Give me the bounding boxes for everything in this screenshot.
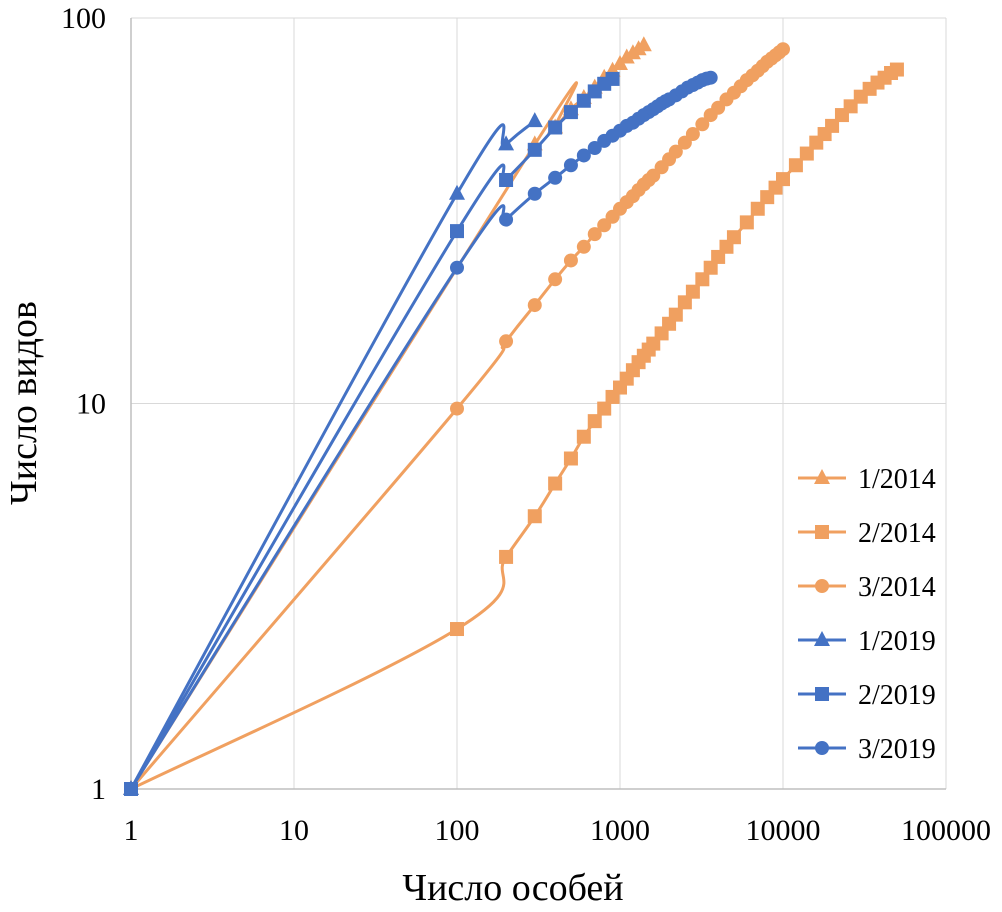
- series-3-2019: [124, 70, 718, 796]
- legend: 1/2014 2/2014 3/2014 1/2019 2/2019 3/2019: [798, 464, 936, 765]
- data-point: [825, 118, 840, 133]
- data-point: [563, 451, 578, 466]
- legend-item: 1/2019: [798, 626, 936, 657]
- data-point: [576, 148, 591, 163]
- series-2-2014: [124, 62, 904, 796]
- data-point: [527, 142, 542, 157]
- data-point: [548, 120, 563, 135]
- legend-item: 2/2019: [798, 680, 936, 711]
- legend-marker: [815, 525, 829, 539]
- legend-marker: [814, 631, 830, 646]
- x-tick-label: 100: [435, 814, 480, 847]
- series-line: [129, 76, 712, 790]
- data-point: [776, 42, 790, 57]
- data-point: [739, 215, 754, 230]
- legend-label: 3/2019: [858, 734, 936, 765]
- data-point: [703, 260, 718, 275]
- data-point: [668, 144, 683, 159]
- data-point: [527, 298, 542, 313]
- legend-item: 1/2014: [798, 464, 936, 495]
- y-tick-label: 1: [91, 773, 106, 806]
- series-1-2014: [123, 36, 652, 795]
- data-point: [750, 201, 765, 216]
- data-point: [685, 127, 700, 142]
- data-point: [527, 509, 542, 524]
- data-point: [499, 549, 514, 564]
- data-point: [450, 622, 464, 637]
- data-point: [726, 230, 741, 245]
- data-point: [527, 186, 542, 201]
- data-point: [889, 62, 904, 77]
- legend-marker: [815, 687, 829, 701]
- legend-marker: [815, 579, 829, 593]
- series-3-2014: [124, 42, 790, 796]
- x-tick-label: 1: [124, 814, 139, 847]
- data-point: [695, 272, 710, 287]
- data-point: [548, 170, 563, 185]
- y-tick-label: 100: [61, 2, 106, 35]
- data-point: [526, 112, 543, 128]
- data-point: [563, 158, 578, 173]
- data-point: [124, 782, 138, 796]
- series-line: [129, 44, 645, 790]
- data-point: [498, 135, 515, 151]
- series-line: [129, 77, 614, 790]
- x-tick-label: 10000: [746, 814, 821, 847]
- data-point: [563, 105, 578, 120]
- data-point: [587, 227, 602, 242]
- legend-label: 1/2014: [858, 464, 936, 495]
- data-point: [576, 429, 591, 444]
- tick-labels: 1 10 100 1000 10000 100000 1 10 100: [61, 2, 991, 847]
- data-point: [605, 71, 620, 86]
- data-point: [499, 212, 514, 227]
- data-point: [685, 284, 700, 299]
- data-point: [576, 239, 591, 254]
- legend-item: 3/2014: [798, 572, 936, 603]
- data-point: [450, 401, 464, 416]
- legend-label: 2/2014: [858, 518, 936, 549]
- data-point: [776, 172, 790, 187]
- x-tick-label: 1000: [590, 814, 650, 847]
- data-point: [587, 414, 602, 429]
- series-layer: [123, 36, 904, 796]
- data-point: [563, 253, 578, 268]
- x-tick-label: 10: [279, 814, 309, 847]
- data-point: [450, 260, 464, 275]
- data-point: [677, 295, 692, 310]
- x-tick-label: 100000: [901, 814, 991, 847]
- y-tick-label: 10: [76, 388, 106, 421]
- data-point: [499, 172, 514, 187]
- data-point: [449, 184, 465, 200]
- legend-marker: [815, 741, 829, 755]
- data-point: [548, 476, 563, 491]
- axes: [130, 18, 946, 790]
- legend-label: 1/2019: [858, 626, 936, 657]
- data-point: [695, 117, 710, 132]
- y-axis-title: Число видов: [3, 301, 45, 505]
- data-point: [450, 224, 464, 239]
- data-point: [788, 158, 803, 173]
- series-2-2019: [124, 71, 620, 796]
- grid-lines: [131, 17, 947, 789]
- legend-item: 3/2019: [798, 734, 936, 765]
- legend-marker: [814, 469, 830, 484]
- legend-item: 2/2014: [798, 518, 936, 549]
- data-point: [499, 334, 514, 349]
- data-point: [635, 36, 652, 52]
- data-point: [576, 93, 591, 108]
- data-point: [548, 272, 563, 287]
- legend-label: 2/2019: [858, 680, 936, 711]
- x-axis-title: Число особей: [402, 867, 623, 909]
- legend-label: 3/2014: [858, 572, 936, 603]
- data-point: [597, 401, 612, 416]
- data-point: [799, 146, 814, 161]
- data-point: [703, 70, 718, 85]
- data-point: [668, 307, 683, 322]
